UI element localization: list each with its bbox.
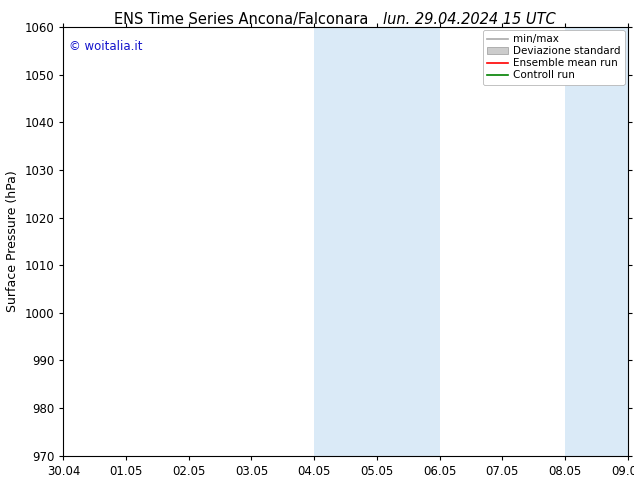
- Bar: [314, 27, 439, 456]
- Text: © woitalia.it: © woitalia.it: [69, 40, 143, 53]
- Bar: [565, 27, 628, 456]
- Y-axis label: Surface Pressure (hPa): Surface Pressure (hPa): [6, 171, 19, 312]
- Text: lun. 29.04.2024 15 UTC: lun. 29.04.2024 15 UTC: [383, 12, 555, 27]
- Text: ENS Time Series Ancona/Falconara: ENS Time Series Ancona/Falconara: [113, 12, 368, 27]
- Legend: min/max, Deviazione standard, Ensemble mean run, Controll run: min/max, Deviazione standard, Ensemble m…: [482, 30, 624, 85]
